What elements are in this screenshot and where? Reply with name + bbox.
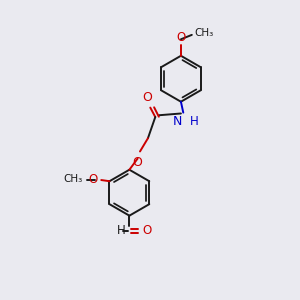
Text: O: O xyxy=(176,31,185,44)
Text: H: H xyxy=(190,115,199,128)
Text: O: O xyxy=(142,224,151,238)
Text: CH₃: CH₃ xyxy=(195,28,214,38)
Text: H: H xyxy=(117,224,125,238)
Text: O: O xyxy=(143,91,153,104)
Text: CH₃: CH₃ xyxy=(64,174,83,184)
Text: O: O xyxy=(88,173,98,186)
Text: N: N xyxy=(173,115,182,128)
Text: O: O xyxy=(132,156,142,169)
